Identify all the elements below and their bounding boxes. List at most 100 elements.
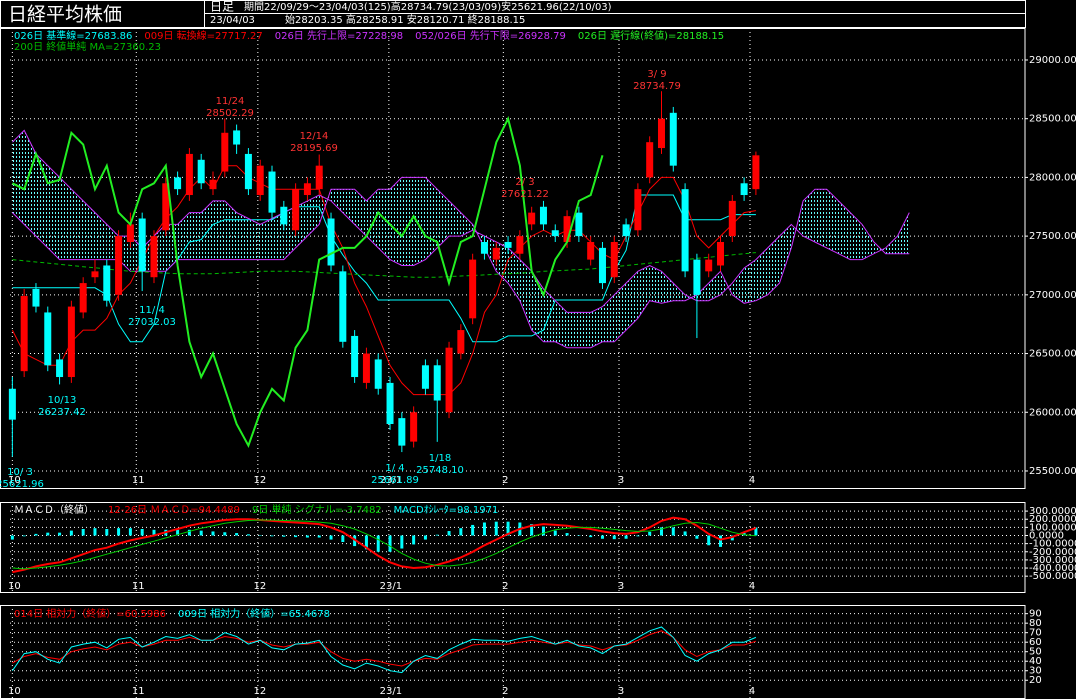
price-annotation: 11/ 4 <box>139 305 165 316</box>
legend-entry: 009日 相対力（終値）=65.4678 <box>178 607 330 620</box>
candle-body <box>693 259 701 295</box>
cloud-segment <box>71 189 84 260</box>
cloud-segment <box>567 312 579 348</box>
candle-body <box>469 259 477 319</box>
y-tick-label: 20 <box>1029 675 1042 686</box>
cloud-segment <box>649 265 662 304</box>
candle-body <box>138 218 146 272</box>
candle-body <box>268 171 276 213</box>
oscillator-bar <box>105 528 109 536</box>
oscillator-bar <box>423 535 427 540</box>
cloud-segment <box>59 177 72 260</box>
cloud-segment <box>755 247 768 301</box>
cloud-segment <box>590 306 603 348</box>
y-tick-label: 27500.00 <box>1029 231 1076 242</box>
y-tick-label: 25500.00 <box>1029 466 1076 477</box>
oscillator-bar <box>305 535 309 538</box>
x-tick-label: 10 <box>8 581 21 592</box>
cloud-segment <box>661 271 674 304</box>
price-annotation: 28195.69 <box>290 143 338 154</box>
y-tick-label: -300.0000 <box>1029 555 1076 566</box>
price-annotation: 3/ 9 <box>647 69 666 80</box>
cloud-segment <box>437 189 449 248</box>
cloud-segment <box>12 130 25 225</box>
x-tick-label: 11 <box>132 475 145 486</box>
x-tick-label: 4 <box>749 581 755 592</box>
oscillator-bar <box>128 528 132 536</box>
legend-entry: 026日 遅行線(終値)=28188.15 <box>578 29 724 42</box>
candle-body <box>516 236 524 254</box>
cloud-segment <box>602 294 615 342</box>
oscillator-bar <box>719 535 722 547</box>
candle-body <box>705 259 713 272</box>
candle-body <box>197 159 205 184</box>
price-annotation: 25748.10 <box>416 465 464 476</box>
period-info: 期間22/09/29～23/04/03(125)高28734.79(23/03/… <box>244 0 612 13</box>
candle-body <box>646 142 654 178</box>
title-box <box>0 0 205 28</box>
legend-entry: 014日 相対力（終値）=60.5986 <box>14 607 166 620</box>
candle-body <box>221 132 229 172</box>
candle-body <box>681 189 689 272</box>
x-tick-label: 2 <box>502 686 508 697</box>
cloud-segment <box>248 218 261 260</box>
x-tick-label: 23/1 <box>380 581 402 592</box>
oscillator-bar <box>388 535 392 552</box>
oscillator-bar <box>412 535 416 545</box>
candle-body <box>386 382 394 425</box>
y-tick-label: -500.0000 <box>1029 571 1076 582</box>
candle-body <box>492 247 500 260</box>
price-annotation: 10/ 3 <box>7 467 33 478</box>
series-line <box>12 252 756 278</box>
price-annotation: 10/13 <box>48 395 77 406</box>
oscillator-bar <box>565 533 569 536</box>
price-annotation: 11/24 <box>216 96 245 107</box>
candle-body <box>634 189 642 231</box>
candle-body <box>398 418 406 446</box>
y-tick-label: 90 <box>1029 609 1042 620</box>
cloud-segment <box>342 189 355 225</box>
candle-body <box>20 296 28 372</box>
series-line <box>12 129 910 313</box>
oscillator-bar <box>589 535 593 538</box>
oscillator-bar <box>93 528 97 536</box>
candle-body <box>504 241 512 248</box>
oscillator-bar <box>541 526 545 536</box>
y-tick-label: 30 <box>1029 666 1042 677</box>
y-tick-label: 300.0000 <box>1029 506 1076 517</box>
oscillator-bar <box>471 524 475 536</box>
legend-entry: 026日 基準線=27683.86 <box>14 29 132 42</box>
oscillator-bar <box>176 529 180 536</box>
panel-frame <box>0 502 1026 593</box>
period-type: 日足 <box>210 0 234 14</box>
oscillator-bar <box>46 532 50 536</box>
cloud-segment <box>826 189 839 254</box>
oscillator-bar <box>152 529 156 536</box>
candle-body <box>410 412 418 442</box>
candle-body <box>622 224 630 237</box>
oscillator-bar <box>506 521 510 536</box>
legend-entry: 026日 先行上限=27228.98 <box>275 29 403 42</box>
price-annotation: 12/14 <box>300 131 329 142</box>
candle-body <box>8 388 16 420</box>
cloud-segment <box>885 236 898 254</box>
oscillator-bar <box>282 535 286 537</box>
oscillator-bar <box>140 528 144 536</box>
cloud-segment <box>555 300 568 348</box>
x-tick-label: 10 <box>8 475 21 486</box>
candle-body <box>374 359 382 389</box>
price-annotation: 2/ 3 <box>515 177 534 188</box>
latest-date: 23/04/03 <box>210 15 255 26</box>
price-annotation: 25661.89 <box>371 475 419 486</box>
series-line <box>12 516 757 574</box>
candle-body <box>56 359 64 378</box>
cloud-segment <box>378 189 390 260</box>
oscillator-bar <box>270 535 274 537</box>
x-tick-label: 3 <box>618 475 624 486</box>
candle-body <box>256 165 264 196</box>
price-annotation: 28734.79 <box>633 81 681 92</box>
candle-body <box>126 224 134 242</box>
legend-entry: 12-26日 ＭＡＣＤ=94.4489 <box>108 505 240 516</box>
cloud-segment <box>814 189 827 248</box>
